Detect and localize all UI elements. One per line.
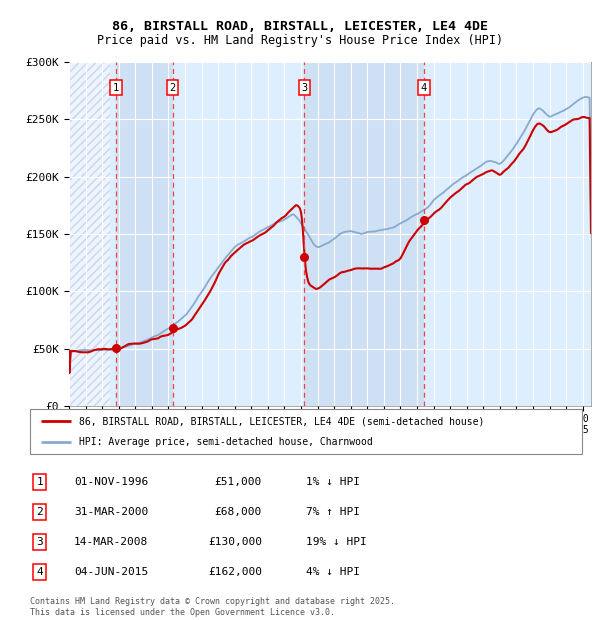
Text: 4% ↓ HPI: 4% ↓ HPI [306,567,360,577]
Text: 3: 3 [37,537,43,547]
Text: 3: 3 [301,83,307,93]
Text: 4: 4 [421,83,427,93]
Text: 1% ↓ HPI: 1% ↓ HPI [306,477,360,487]
Text: 31-MAR-2000: 31-MAR-2000 [74,507,148,517]
Text: 86, BIRSTALL ROAD, BIRSTALL, LEICESTER, LE4 4DE: 86, BIRSTALL ROAD, BIRSTALL, LEICESTER, … [112,20,488,32]
Text: 14-MAR-2008: 14-MAR-2008 [74,537,148,547]
Text: £68,000: £68,000 [215,507,262,517]
Text: £51,000: £51,000 [215,477,262,487]
Text: 19% ↓ HPI: 19% ↓ HPI [306,537,367,547]
Bar [69,62,110,406]
Text: 1: 1 [37,477,43,487]
Bar [116,62,173,406]
Text: £130,000: £130,000 [208,537,262,547]
Text: £162,000: £162,000 [208,567,262,577]
Text: 01-NOV-1996: 01-NOV-1996 [74,477,148,487]
Text: 04-JUN-2015: 04-JUN-2015 [74,567,148,577]
Text: 2: 2 [169,83,176,93]
Bar [304,62,424,406]
FancyBboxPatch shape [30,409,582,454]
Text: Price paid vs. HM Land Registry's House Price Index (HPI): Price paid vs. HM Land Registry's House … [97,35,503,47]
Text: 7% ↑ HPI: 7% ↑ HPI [306,507,360,517]
Text: 2: 2 [37,507,43,517]
Text: 4: 4 [37,567,43,577]
Text: 1: 1 [113,83,119,93]
Text: Contains HM Land Registry data © Crown copyright and database right 2025.
This d: Contains HM Land Registry data © Crown c… [30,598,395,617]
Text: 86, BIRSTALL ROAD, BIRSTALL, LEICESTER, LE4 4DE (semi-detached house): 86, BIRSTALL ROAD, BIRSTALL, LEICESTER, … [79,416,484,427]
Text: HPI: Average price, semi-detached house, Charnwood: HPI: Average price, semi-detached house,… [79,436,373,447]
